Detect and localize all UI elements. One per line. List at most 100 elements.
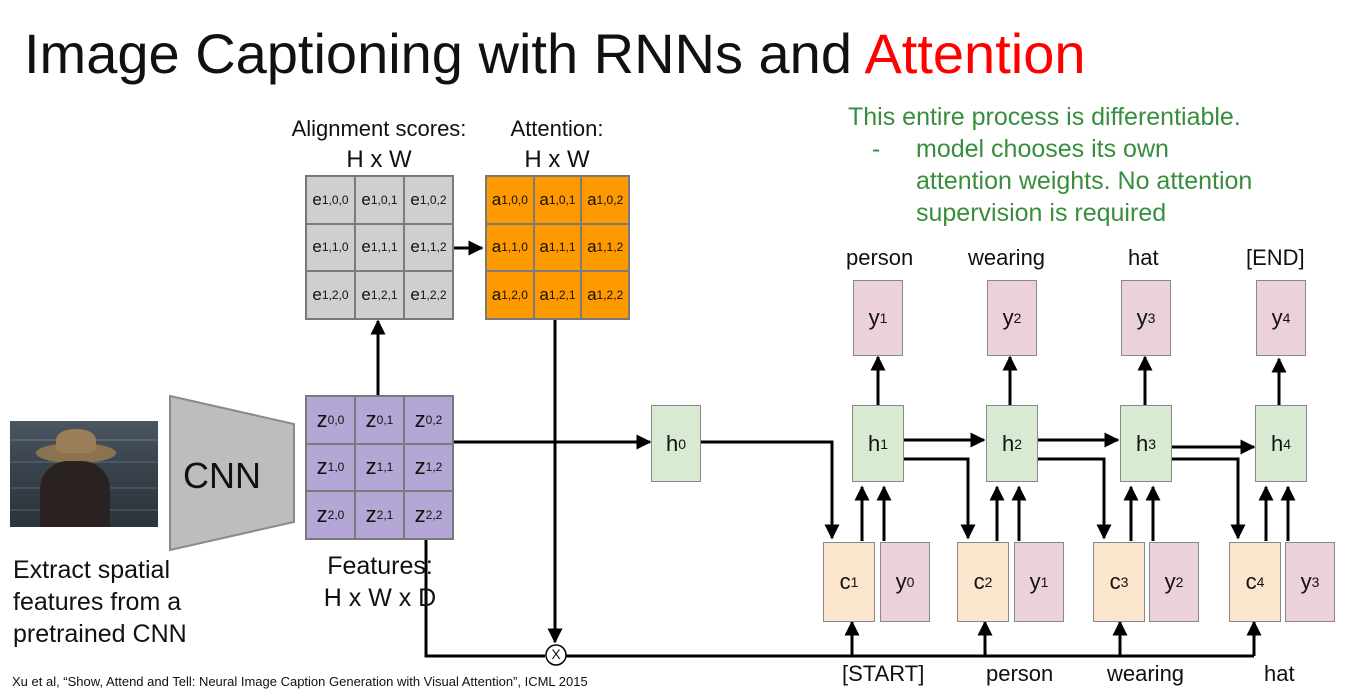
attention-weight-cell-subscript: 1,0,1 (548, 192, 576, 207)
attention-weight-cell-subscript: 1,0,0 (501, 192, 528, 207)
context-c4-base: c (1245, 569, 1257, 594)
alignment-title: Alignment scores: (291, 116, 467, 141)
alignment-grid: e 1,0,0 e 1,0,1 e 1,0,2 e 1,1,0 e 1,1,1 e 1,1,2 e 1,2… (305, 175, 454, 320)
alignment-score-cell-subscript: 1,0,1 (370, 192, 398, 207)
alignment-score-cell-subscript: 1,2,0 (321, 288, 349, 303)
alignment-score-cell-base: e (361, 189, 371, 209)
output-word-1: person (846, 245, 914, 270)
attention-weight-cell: a 1,1,0 (486, 223, 534, 272)
extract-line-2: features from a (13, 588, 182, 616)
alignment-score-cell: e 1,2,2 (404, 271, 453, 319)
hat-crown (56, 429, 96, 453)
feature-cell: z 0,0 (306, 396, 355, 444)
feature-cell-base: z (414, 406, 426, 432)
feature-cell: z 2,0 (306, 491, 355, 539)
feature-cell-base: z (365, 502, 377, 528)
alignment-score-cell: e 1,1,2 (404, 223, 453, 272)
features-grid: z 0,0 z 0,1 z 0,2 z 1,0 z 1,1 z 1,2 z 2,0 z 2,1 z 2,2 (305, 395, 454, 540)
feature-cell-subscript: 2,0 (327, 508, 345, 523)
alignment-score-cell-subscript: 1,0,0 (321, 192, 349, 207)
note-line-4: supervision is required (916, 199, 1167, 227)
input-y1-base: y (895, 569, 907, 594)
alignment-score-cell-base: e (410, 237, 420, 257)
attention-weight-cell: a 1,2,2 (581, 271, 629, 319)
hidden-state-h2-subscript: 2 (1014, 435, 1023, 452)
alignment-score-cell: e 1,1,0 (306, 223, 355, 272)
feature-cell-subscript: 1,0 (327, 460, 345, 475)
input-y1-subscript: 0 (906, 574, 915, 590)
feature-cell: z 1,2 (404, 443, 453, 492)
alignment-score-cell-subscript: 1,2,2 (419, 288, 447, 303)
output-word-3: hat (1128, 245, 1159, 270)
output-y1-subscript: 1 (879, 310, 888, 326)
attention-title: Attention: (510, 116, 604, 141)
alignment-score-cell-subscript: 1,0,2 (419, 192, 447, 207)
attention-weight-cell-subscript: 1,1,0 (501, 240, 528, 255)
attention-weight-cell: a 1,0,2 (581, 176, 629, 224)
input-y4-base: y (1300, 569, 1312, 594)
alignment-score-cell-subscript: 1,1,0 (321, 240, 349, 255)
input-y3-base: y (1164, 569, 1176, 594)
feature-cell-base: z (414, 454, 426, 480)
feature-cell: z 0,1 (355, 396, 404, 444)
attention-weight-cell-subscript: 1,1,2 (596, 240, 624, 255)
alignment-score-cell: e 1,0,2 (404, 176, 453, 224)
slide-title: Image Captioning with RNNs and Attention (24, 26, 1085, 82)
note-line-2: model chooses its own (916, 135, 1169, 163)
alignment-label: Alignment scores: H x W (280, 114, 478, 176)
context-c2-base: c (973, 569, 985, 594)
feature-cell: z 2,1 (355, 491, 404, 539)
feature-cell-subscript: 1,2 (425, 460, 443, 475)
attention-weight-cell-subscript: 1,2,2 (596, 288, 624, 303)
context-c1-base: c (839, 569, 851, 594)
attention-weight-cell-base: a (491, 285, 502, 305)
feature-cell-subscript: 0,0 (327, 412, 345, 427)
alignment-score-cell: e 1,1,1 (355, 223, 404, 272)
attention-weight-cell-subscript: 1,2,1 (548, 288, 576, 303)
hidden-state-h1-subscript: 1 (880, 435, 889, 452)
extract-line-1: Extract spatial (13, 556, 171, 584)
feature-cell-subscript: 1,1 (376, 460, 394, 475)
extract-caption: Extract spatial features from a pretrain… (13, 554, 187, 650)
alignment-score-cell-base: e (410, 285, 420, 305)
attention-weight-cell: a 1,0,1 (533, 176, 582, 224)
feature-cell: z 0,2 (404, 396, 453, 444)
feature-cell: z 1,0 (306, 443, 355, 492)
input-photo (10, 421, 158, 527)
person-body (40, 461, 110, 527)
alignment-score-cell-base: e (312, 285, 322, 305)
hidden-state-h4-base: h (1270, 430, 1284, 456)
alignment-score-cell-subscript: 1,1,1 (370, 240, 398, 255)
title-text: Image Captioning with RNNs and (24, 22, 865, 85)
input-word-3: wearing (1107, 661, 1185, 686)
alignment-score-cell: e 1,2,1 (355, 271, 404, 319)
attention-weight-cell-base: a (587, 189, 597, 209)
differentiable-note: This entire process is differentiable. -… (848, 101, 1252, 229)
context-c1-subscript: 1 (850, 574, 859, 590)
input-y2-subscript: 1 (1040, 574, 1049, 590)
alignment-score-cell: e 1,2,0 (306, 271, 355, 319)
output-y4-base: y (1271, 305, 1283, 330)
input-y3-subscript: 2 (1175, 574, 1184, 590)
note-dash: - (872, 135, 881, 163)
features-label: Features: H x W x D (280, 550, 480, 614)
hidden-state-h3-base: h (1135, 430, 1149, 456)
feature-cell-subscript: 0,2 (425, 412, 443, 427)
attention-weight-cell-base: a (491, 189, 502, 209)
alignment-score-cell-base: e (312, 237, 322, 257)
attention-label: Attention: H x W (486, 114, 628, 176)
multiply-node (545, 644, 567, 666)
output-y1-base: y (868, 305, 880, 330)
feature-cell-base: z (365, 454, 377, 480)
attention-weight-cell-subscript: 1,2,0 (501, 288, 528, 303)
feature-cell-base: z (316, 502, 328, 528)
